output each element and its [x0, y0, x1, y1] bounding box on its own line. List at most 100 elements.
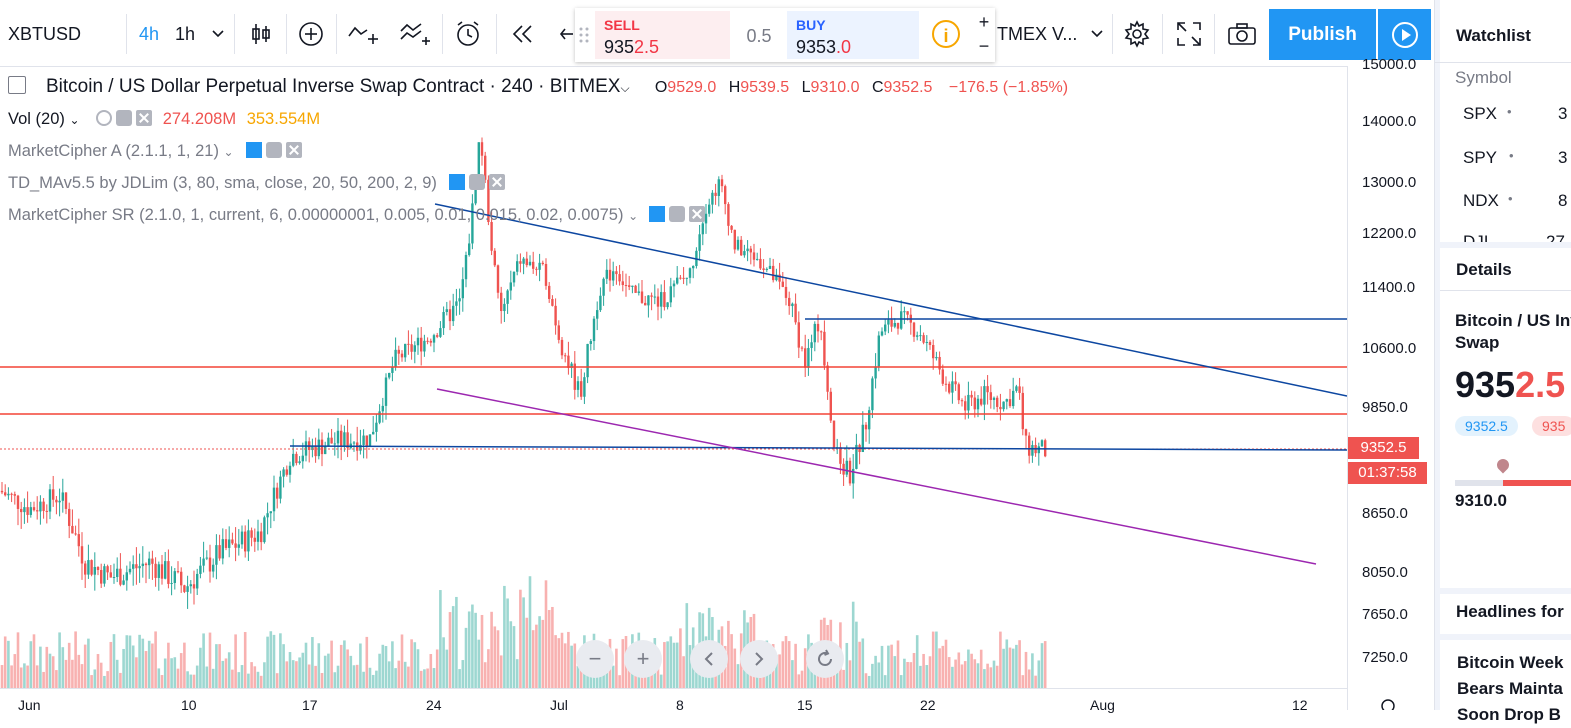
- volume-bar: [301, 652, 305, 688]
- interval-1h-button[interactable]: 1h: [174, 23, 196, 44]
- row-symbol: SPY: [1463, 148, 1498, 167]
- time-label: 8: [676, 697, 684, 713]
- dot-icon: •: [1507, 104, 1512, 119]
- fullscreen-icon[interactable]: [1170, 14, 1208, 54]
- symbol-search[interactable]: XBTUSD: [8, 24, 82, 44]
- drag-handle-icon[interactable]: [579, 26, 589, 44]
- candle-body: [637, 291, 640, 293]
- volume-bar: [490, 611, 493, 688]
- candle-body: [452, 305, 455, 322]
- broker-dropdown-icon[interactable]: [1086, 14, 1108, 54]
- interval-dropdown-icon[interactable]: [206, 14, 230, 54]
- candle-body: [224, 539, 228, 548]
- eye-icon[interactable]: [648, 206, 665, 222]
- candle-body: [743, 251, 746, 256]
- scroll-left-button[interactable]: [690, 640, 728, 678]
- collapse-icon[interactable]: [8, 76, 26, 94]
- volume-bars: [0, 576, 1047, 688]
- volume-bar: [919, 665, 922, 688]
- volume-bar: [995, 665, 999, 688]
- indicator-name[interactable]: MarketCipher SR (2.1.0, 1, current, 6, 0…: [8, 206, 624, 224]
- candle-body: [314, 445, 317, 457]
- candle-body: [692, 266, 695, 269]
- volume-bar: [295, 661, 298, 688]
- symbol-column-header[interactable]: Symbol: [1455, 68, 1512, 87]
- candle-body: [112, 577, 116, 579]
- settings-gear-icon[interactable]: [1118, 14, 1156, 54]
- broker-selector[interactable]: TMEX V...: [997, 14, 1097, 54]
- undo-arrow-icon[interactable]: [556, 14, 576, 54]
- eye-icon[interactable]: [449, 174, 466, 190]
- gear-icon[interactable]: [668, 206, 685, 222]
- price-axis[interactable]: 15000.0 14000.0 13000.0 12200.0 11400.0 …: [1347, 56, 1435, 710]
- bid-pill: 9352.5: [1455, 416, 1518, 436]
- axis-settings-icon[interactable]: [1376, 694, 1400, 710]
- volume-bar: [336, 665, 340, 688]
- candle-body: [631, 285, 634, 287]
- candle-body: [592, 318, 596, 342]
- alert-clock-icon[interactable]: [450, 14, 488, 54]
- zoom-in-button[interactable]: +: [624, 640, 662, 678]
- replay-icon[interactable]: [504, 14, 540, 54]
- candle-body: [874, 366, 877, 379]
- symbol-full-name[interactable]: Bitcoin / US Dollar Perpetual Inverse Sw…: [46, 76, 621, 97]
- watchlist-row[interactable]: SPX • 3: [1440, 102, 1571, 128]
- price-label: 10600.0: [1362, 340, 1417, 357]
- gear-icon[interactable]: [116, 110, 133, 126]
- watchlist-row[interactable]: SPY • 3: [1440, 146, 1571, 172]
- close-icon[interactable]: [136, 110, 153, 126]
- gear-icon[interactable]: [469, 174, 486, 190]
- reset-chart-button[interactable]: [806, 640, 844, 678]
- gear-icon[interactable]: [266, 142, 283, 158]
- candles-icon[interactable]: [244, 14, 278, 54]
- publish-button[interactable]: Publish: [1269, 9, 1376, 60]
- increase-quantity-button[interactable]: +: [978, 12, 990, 32]
- volume-bar: [128, 635, 132, 688]
- quantity-field[interactable]: 0.5: [746, 26, 772, 46]
- volume-bar: [387, 661, 391, 688]
- low-value: 9310.0: [810, 79, 860, 96]
- watchlist-row[interactable]: NDX • 8: [1440, 189, 1571, 215]
- play-icon[interactable]: [1378, 9, 1431, 60]
- watchlist-row[interactable]: DJI 27: [1440, 232, 1571, 242]
- camera-icon[interactable]: [1222, 14, 1262, 54]
- interval-4h-button[interactable]: 4h: [138, 23, 160, 44]
- headline-item[interactable]: Bitcoin Week Bears Mainta Soon Drop B: [1440, 640, 1571, 724]
- zoom-out-button[interactable]: −: [576, 640, 614, 678]
- candle-body: [311, 445, 314, 451]
- candle-body: [474, 182, 477, 204]
- candle-body: [231, 539, 234, 544]
- candle-body: [448, 309, 452, 322]
- time-axis[interactable]: Jun 10 17 24 Jul 8 15 22 Aug 12: [0, 688, 1347, 713]
- row-value: 3: [1558, 148, 1568, 167]
- chevron-down-icon[interactable]: ⌵: [620, 81, 630, 95]
- volume-bar: [215, 644, 218, 688]
- price-chart[interactable]: [0, 66, 1347, 710]
- indicator-name[interactable]: TD_MAv5.5 by JDLim (3, 80, sma, close, 2…: [8, 174, 437, 192]
- compare-add-icon[interactable]: [294, 14, 328, 54]
- eye-icon[interactable]: [246, 142, 263, 158]
- volume-bar: [1027, 669, 1031, 688]
- templates-icon[interactable]: [396, 14, 436, 54]
- indicator-name[interactable]: MarketCipher A (2.1.1, 1, 21): [8, 142, 219, 160]
- decrease-quantity-button[interactable]: −: [978, 36, 990, 56]
- volume-bar: [19, 667, 23, 688]
- close-icon[interactable]: [688, 206, 705, 222]
- volume-label[interactable]: Vol (20): [8, 110, 65, 128]
- candle-body: [877, 335, 880, 367]
- watchlist-title[interactable]: Watchlist: [1456, 26, 1531, 45]
- buy-button[interactable]: BUY 9353.0: [787, 11, 919, 59]
- volume-legend-row: Vol (20) ⌄ 274.208M 353.554M: [8, 110, 321, 128]
- close-icon[interactable]: [286, 142, 303, 158]
- eye-icon[interactable]: [96, 110, 113, 126]
- scroll-right-button[interactable]: [740, 640, 778, 678]
- headlines-title[interactable]: Headlines for: [1456, 602, 1564, 621]
- details-title[interactable]: Details: [1456, 260, 1512, 279]
- sell-button[interactable]: SELL 9352.5: [595, 11, 730, 59]
- volume-bar: [192, 674, 196, 688]
- candle-body: [708, 204, 711, 214]
- info-icon[interactable]: i: [932, 20, 960, 48]
- indicators-icon[interactable]: [344, 14, 384, 54]
- volume-bar: [359, 643, 362, 688]
- close-icon[interactable]: [489, 174, 506, 190]
